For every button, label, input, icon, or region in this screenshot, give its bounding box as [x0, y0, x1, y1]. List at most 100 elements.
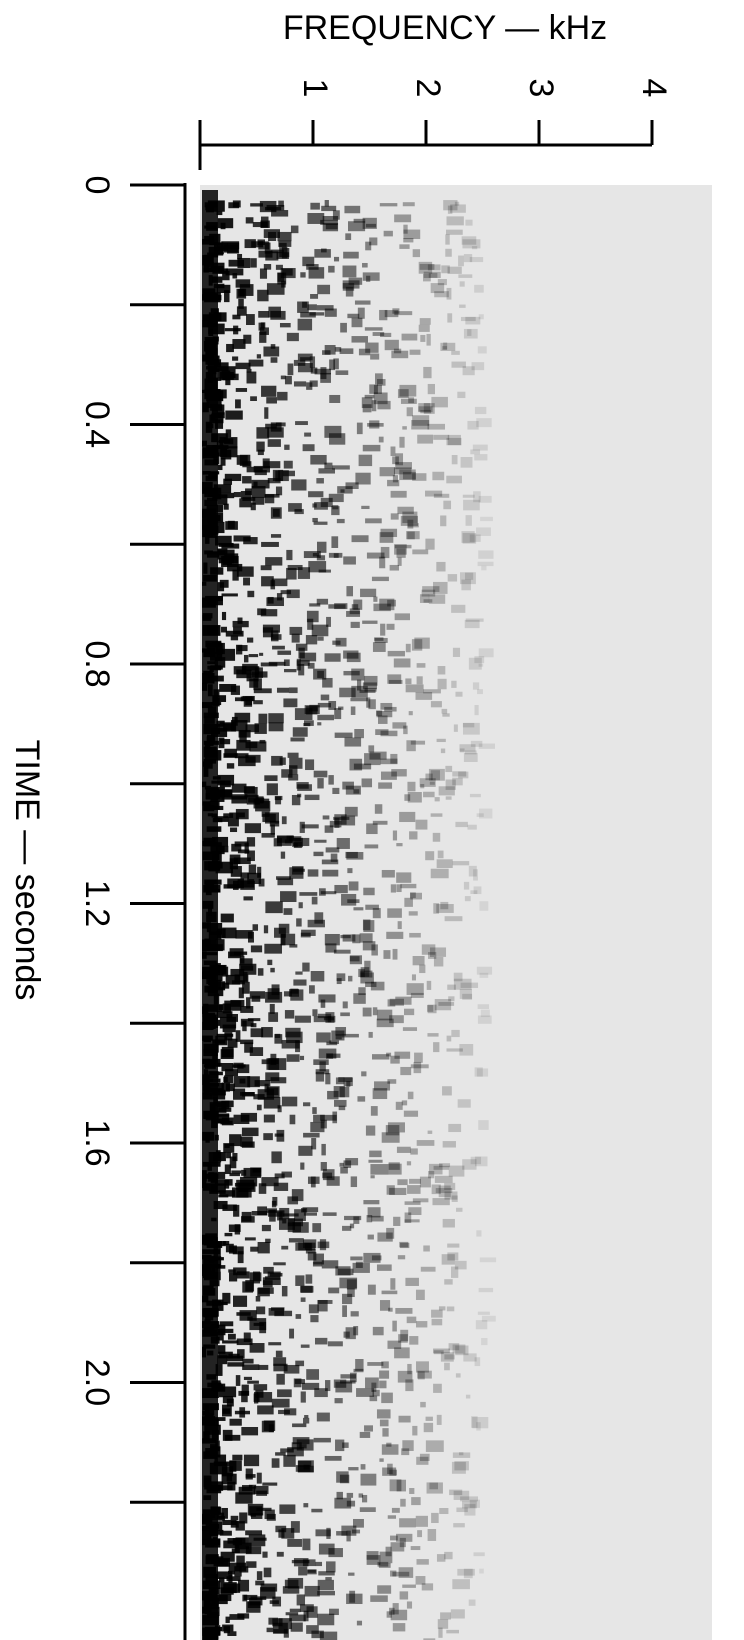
texture-blob — [392, 456, 399, 465]
texture-blob — [221, 611, 227, 621]
texture-blob — [474, 704, 479, 716]
texture-blob — [300, 1162, 305, 1170]
texture-blob — [274, 1310, 293, 1317]
texture-blob — [293, 979, 307, 986]
texture-blob — [321, 859, 339, 865]
texture-blob — [406, 1316, 417, 1324]
texture-blob — [362, 404, 372, 413]
texture-blob — [258, 1287, 274, 1294]
texture-blob — [377, 1585, 392, 1594]
texture-blob — [440, 1352, 454, 1362]
texture-blob — [438, 786, 455, 796]
texture-blob — [222, 1204, 237, 1211]
texture-blob — [270, 344, 276, 349]
texture-blob — [391, 1507, 400, 1513]
texture-blob — [451, 1195, 458, 1202]
texture-blob — [351, 668, 365, 681]
texture-blob — [390, 753, 398, 764]
texture-blob — [218, 1386, 237, 1398]
texture-blob — [477, 1004, 490, 1010]
texture-blob — [422, 586, 440, 592]
texture-blob — [265, 251, 279, 261]
texture-blob — [222, 1340, 239, 1344]
texture-blob — [368, 699, 376, 710]
texture-blob — [436, 1414, 442, 1425]
texture-blob — [272, 645, 285, 650]
texture-blob — [344, 1215, 362, 1221]
texture-blob — [392, 1603, 399, 1615]
texture-blob — [218, 1194, 229, 1198]
texture-blob — [273, 1182, 289, 1191]
texture-blob — [324, 825, 334, 833]
texture-blob — [313, 1437, 331, 1443]
texture-blob — [427, 1005, 434, 1012]
texture-blob — [290, 1622, 303, 1632]
texture-blob — [258, 1364, 269, 1370]
texture-blob — [304, 1415, 309, 1419]
texture-blob — [431, 1309, 443, 1318]
texture-blob — [440, 901, 449, 910]
texture-blob — [243, 1376, 252, 1380]
texture-blob — [345, 1327, 356, 1340]
texture-blob — [370, 1595, 388, 1602]
texture-blob — [371, 1054, 390, 1060]
texture-blob — [299, 1604, 314, 1612]
texture-blob — [390, 513, 399, 520]
texture-blob — [350, 1176, 358, 1188]
texture-blob — [467, 824, 477, 830]
texture-blob — [216, 1265, 226, 1269]
texture-blob — [419, 1176, 431, 1188]
texture-blob — [340, 1166, 348, 1174]
texture-blob — [315, 1529, 331, 1537]
texture-blob — [339, 1277, 358, 1289]
texture-blob — [479, 972, 489, 978]
texture-blob — [291, 633, 300, 643]
texture-blob — [460, 316, 476, 322]
texture-blob — [223, 1076, 228, 1083]
texture-blob — [432, 471, 445, 481]
texture-blob — [344, 806, 358, 817]
texture-blob — [290, 225, 299, 234]
texture-blob — [252, 221, 268, 228]
texture-blob — [369, 751, 387, 760]
texture-blob — [358, 987, 366, 996]
texture-blob — [253, 1322, 264, 1326]
texture-blob — [406, 1161, 412, 1166]
texture-blob — [415, 1515, 428, 1527]
texture-blob — [387, 908, 402, 918]
texture-blob — [313, 1059, 329, 1065]
texture-blob — [267, 439, 281, 447]
texture-blob — [301, 1382, 320, 1390]
texture-blob — [452, 647, 461, 657]
texture-blob — [381, 1361, 389, 1369]
texture-blob — [227, 563, 243, 572]
texture-blob — [400, 398, 417, 404]
texture-blob — [427, 1004, 437, 1014]
texture-blob — [303, 551, 321, 559]
texture-blob — [473, 869, 478, 881]
texture-blob — [405, 684, 424, 693]
texture-blob — [248, 359, 264, 367]
texture-blob — [379, 532, 394, 543]
texture-blob — [412, 549, 429, 555]
texture-blob — [355, 1261, 363, 1268]
texture-blob — [253, 1537, 267, 1541]
texture-blob — [325, 1380, 331, 1392]
texture-blob — [286, 567, 297, 580]
texture-blob — [445, 234, 450, 245]
texture-blob — [263, 1133, 273, 1141]
texture-blob — [298, 902, 303, 909]
texture-blob — [346, 1593, 363, 1605]
texture-blob — [223, 1241, 230, 1246]
texture-blob — [257, 866, 262, 878]
texture-blob — [404, 897, 413, 907]
texture-blob — [425, 1416, 433, 1421]
texture-blob — [352, 934, 361, 944]
texture-blob — [225, 377, 231, 386]
texture-blob — [340, 322, 347, 333]
texture-blob — [392, 1320, 397, 1332]
texture-blob — [453, 972, 463, 982]
texture-blob — [356, 1388, 375, 1397]
texture-blob — [310, 1315, 319, 1323]
texture-blob — [216, 928, 226, 938]
